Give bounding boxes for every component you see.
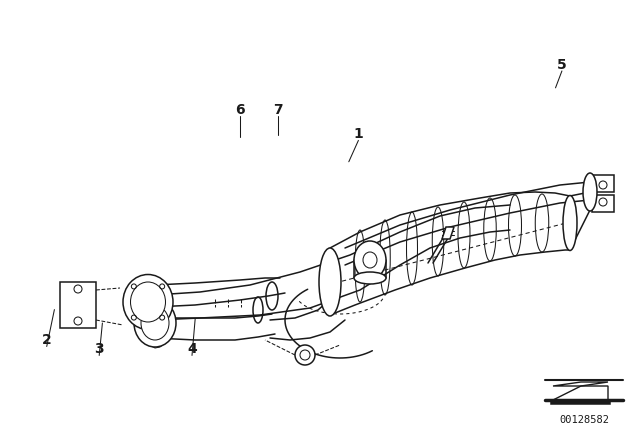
Ellipse shape	[123, 275, 173, 329]
Polygon shape	[442, 227, 454, 239]
Text: 1: 1	[353, 127, 364, 142]
Ellipse shape	[295, 345, 315, 365]
Polygon shape	[551, 400, 610, 404]
Polygon shape	[60, 282, 96, 328]
Polygon shape	[592, 195, 614, 212]
Ellipse shape	[319, 248, 341, 316]
Ellipse shape	[354, 241, 386, 279]
Text: 00128582: 00128582	[559, 415, 609, 425]
Ellipse shape	[563, 195, 577, 250]
Ellipse shape	[354, 272, 386, 284]
Ellipse shape	[131, 282, 166, 322]
Ellipse shape	[583, 173, 597, 211]
Text: 6: 6	[235, 103, 245, 117]
Text: 7: 7	[273, 103, 284, 117]
Ellipse shape	[141, 306, 169, 340]
Polygon shape	[592, 175, 614, 192]
Text: 4: 4	[187, 342, 197, 357]
Text: 5: 5	[557, 58, 567, 72]
Text: 3: 3	[94, 342, 104, 357]
Ellipse shape	[134, 299, 176, 347]
Text: 2: 2	[42, 333, 52, 348]
